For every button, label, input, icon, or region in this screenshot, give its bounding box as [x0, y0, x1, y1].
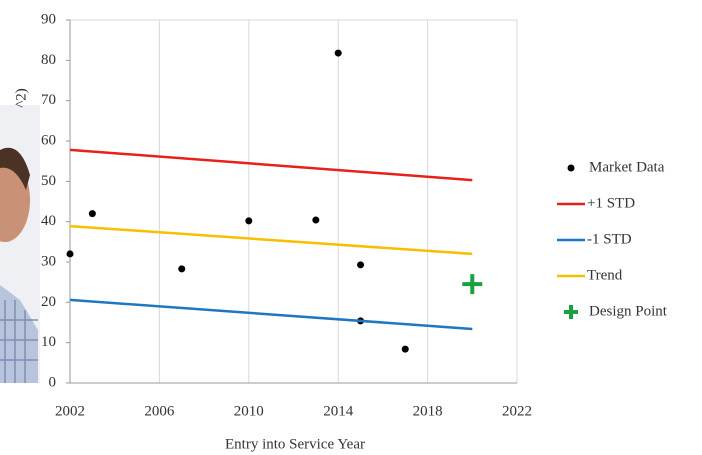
point: [178, 265, 186, 273]
x-tick-label: 2014: [323, 403, 354, 419]
legend-label: Trend: [587, 267, 623, 283]
line: [69, 224, 473, 256]
y-tick-label: 20: [41, 294, 56, 310]
y-tick-label: 50: [41, 173, 56, 189]
shirt-pattern: [0, 300, 38, 383]
x-tick-label: 2010: [234, 403, 264, 419]
point: [334, 49, 342, 57]
y-tick-label: 90: [41, 11, 56, 27]
hair: [0, 147, 30, 190]
plot: 2002 2006 2010 2014 2018 2022 0 10 20 30 40 50 60 70 8…: [41, 11, 532, 419]
y-tick-label: 30: [41, 253, 56, 269]
x-tick-label: 2018: [413, 403, 443, 419]
point: [357, 261, 365, 269]
y-tick-label: 10: [41, 334, 56, 350]
legend: Market Data +1 STD -1 STD Trend Design Point: [557, 159, 668, 319]
legend-swatch: [567, 164, 575, 172]
y-axis-label: ^2): [13, 88, 29, 108]
legend-label: Design Point: [589, 303, 668, 319]
shirt: [0, 285, 38, 383]
line: [69, 148, 473, 182]
x-tick-label: 2006: [144, 403, 175, 419]
line: [69, 298, 473, 331]
y-tick-label: 40: [41, 213, 56, 229]
legend-label: +1 STD: [587, 195, 635, 211]
x-tick-label: 2022: [502, 403, 532, 419]
y-tick-label: 0: [49, 374, 57, 390]
legend-label: -1 STD: [587, 231, 632, 247]
y-tick-label: 80: [41, 52, 56, 68]
plus-marker: [564, 305, 578, 319]
point: [401, 345, 409, 353]
point: [245, 217, 253, 225]
photo: [0, 105, 40, 383]
point: [312, 216, 320, 224]
point: [66, 250, 74, 258]
y-tick-label: 60: [41, 132, 56, 148]
point: [88, 210, 96, 218]
legend-label: Market Data: [589, 159, 665, 175]
x-tick-label: 2002: [55, 403, 85, 419]
x-axis-label: Entry into Service Year: [225, 436, 365, 452]
plus-marker: [462, 274, 483, 295]
y-tick-label: 70: [41, 92, 56, 108]
